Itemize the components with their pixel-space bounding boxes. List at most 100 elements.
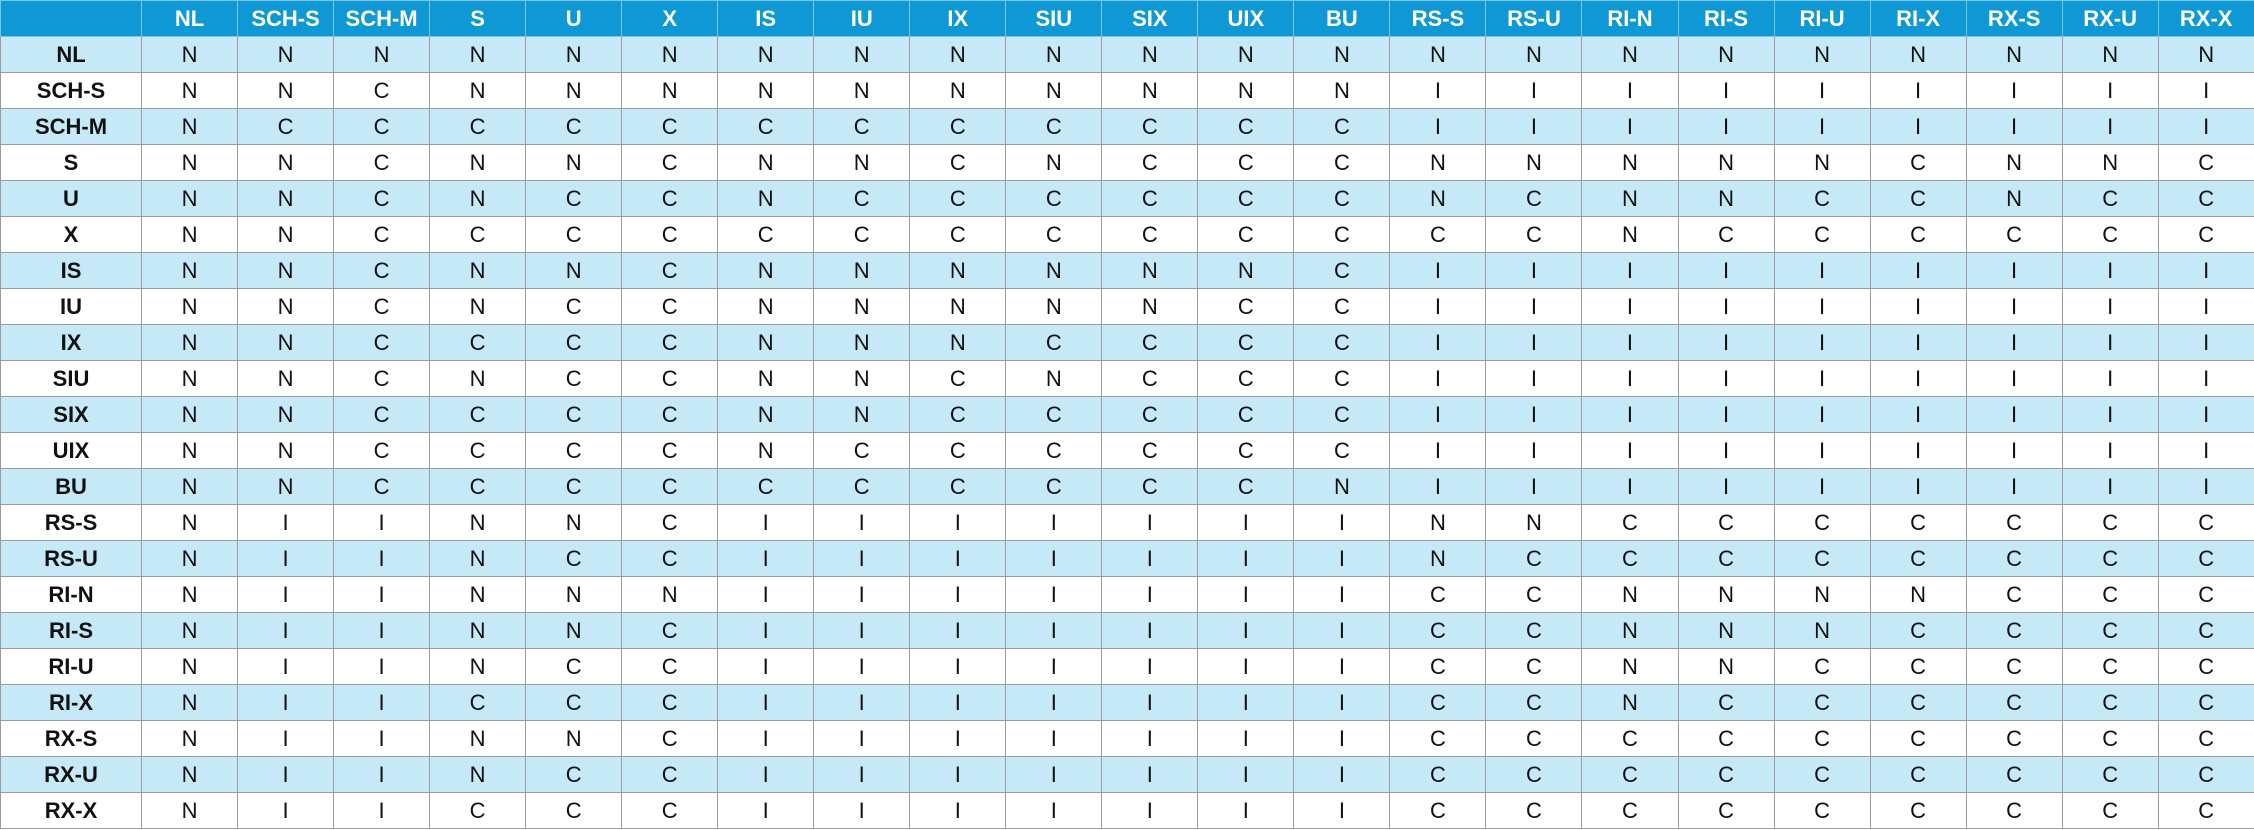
table-cell: I <box>333 540 431 577</box>
table-cell: I <box>1101 792 1199 829</box>
table-cell: I <box>909 792 1007 829</box>
table-cell: N <box>717 432 815 469</box>
table-cell: I <box>1197 756 1295 793</box>
table-cell: N <box>525 36 623 73</box>
table-cell: N <box>1677 648 1775 685</box>
table-cell: C <box>2061 180 2159 217</box>
table-cell: I <box>1965 72 2063 109</box>
table-cell: C <box>1389 576 1487 613</box>
table-cell: C <box>909 468 1007 505</box>
row-header: RS-U <box>0 540 142 577</box>
table-cell: I <box>1389 324 1487 361</box>
row-header: SIU <box>0 360 142 397</box>
table-cell: C <box>1485 648 1583 685</box>
row-header: SCH-S <box>0 72 142 109</box>
table-cell: C <box>1005 324 1103 361</box>
table-cell: C <box>813 108 911 145</box>
table-cell: C <box>1965 648 2063 685</box>
table-cell: C <box>1389 792 1487 829</box>
table-cell: N <box>1869 36 1967 73</box>
table-cell: I <box>1773 288 1871 325</box>
table-cell: C <box>1773 684 1871 721</box>
row-header: IU <box>0 288 142 325</box>
table-cell: N <box>717 360 815 397</box>
table-cell: I <box>1773 432 1871 469</box>
table-cell: C <box>525 288 623 325</box>
table-cell: C <box>1197 396 1295 433</box>
table-cell: N <box>1581 612 1679 649</box>
table-cell: C <box>1869 504 1967 541</box>
table-cell: C <box>1389 684 1487 721</box>
table-cell: N <box>237 144 335 181</box>
table-cell: C <box>1485 216 1583 253</box>
table-cell: N <box>1005 144 1103 181</box>
table-cell: N <box>140 72 239 109</box>
table-cell: C <box>1197 144 1295 181</box>
table-cell: I <box>1677 288 1775 325</box>
table-cell: I <box>333 792 431 829</box>
table-cell: I <box>717 720 815 757</box>
table-cell: N <box>1101 252 1199 289</box>
table-cell: C <box>813 180 911 217</box>
table-cell: N <box>909 324 1007 361</box>
table-cell: I <box>813 792 911 829</box>
table-cell: N <box>1389 36 1487 73</box>
table-cell: C <box>621 756 719 793</box>
row-header: SIX <box>0 396 142 433</box>
table-cell: I <box>813 756 911 793</box>
table-cell: N <box>1293 72 1391 109</box>
table-cell: C <box>429 684 527 721</box>
table-cell: I <box>333 504 431 541</box>
table-cell: N <box>1581 216 1679 253</box>
table-cell: N <box>237 324 335 361</box>
table-cell: C <box>1389 648 1487 685</box>
column-header: U <box>525 0 623 37</box>
table-cell: C <box>333 288 431 325</box>
table-cell: C <box>333 108 431 145</box>
row-header: RI-U <box>0 648 142 685</box>
column-header: RX-U <box>2061 0 2159 37</box>
table-cell: N <box>813 144 911 181</box>
table-cell: I <box>1869 432 1967 469</box>
row-header: IS <box>0 252 142 289</box>
table-cell: N <box>429 360 527 397</box>
table-cell: N <box>140 432 239 469</box>
table-cell: N <box>429 504 527 541</box>
table-cell: I <box>1965 252 2063 289</box>
table-cell: C <box>621 360 719 397</box>
column-header: SIU <box>1005 0 1103 37</box>
table-cell: I <box>813 612 911 649</box>
table-cell: C <box>1965 720 2063 757</box>
column-header: S <box>429 0 527 37</box>
row-header: S <box>0 144 142 181</box>
table-cell: C <box>1101 144 1199 181</box>
table-cell: C <box>621 324 719 361</box>
column-header: RI-X <box>1869 0 1967 37</box>
table-cell: N <box>813 288 911 325</box>
table-cell: N <box>621 576 719 613</box>
table-cell: I <box>1677 432 1775 469</box>
table-cell: C <box>2157 792 2254 829</box>
table-cell: C <box>1677 720 1775 757</box>
row-header: IX <box>0 324 142 361</box>
table-cell: C <box>1293 432 1391 469</box>
table-row: IS N N C N N C N N N N N N C I I I I I I I I I <box>0 252 2254 289</box>
table-cell: I <box>1293 504 1391 541</box>
table-cell: C <box>2061 612 2159 649</box>
table-cell: I <box>1485 360 1583 397</box>
table-cell: C <box>525 180 623 217</box>
table-row: RS-U N I I N C C I I I I I I I N C C C C C C C C <box>0 540 2254 577</box>
table-cell: C <box>2157 756 2254 793</box>
table-cell: N <box>1485 144 1583 181</box>
corner-cell <box>0 0 142 37</box>
column-header: X <box>621 0 719 37</box>
table-cell: C <box>621 540 719 577</box>
row-header: RS-S <box>0 504 142 541</box>
table-cell: N <box>1485 36 1583 73</box>
table-cell: C <box>2061 684 2159 721</box>
table-cell: C <box>525 216 623 253</box>
row-header: SCH-M <box>0 108 142 145</box>
table-cell: N <box>1965 36 2063 73</box>
table-cell: I <box>1869 324 1967 361</box>
table-cell: I <box>717 540 815 577</box>
